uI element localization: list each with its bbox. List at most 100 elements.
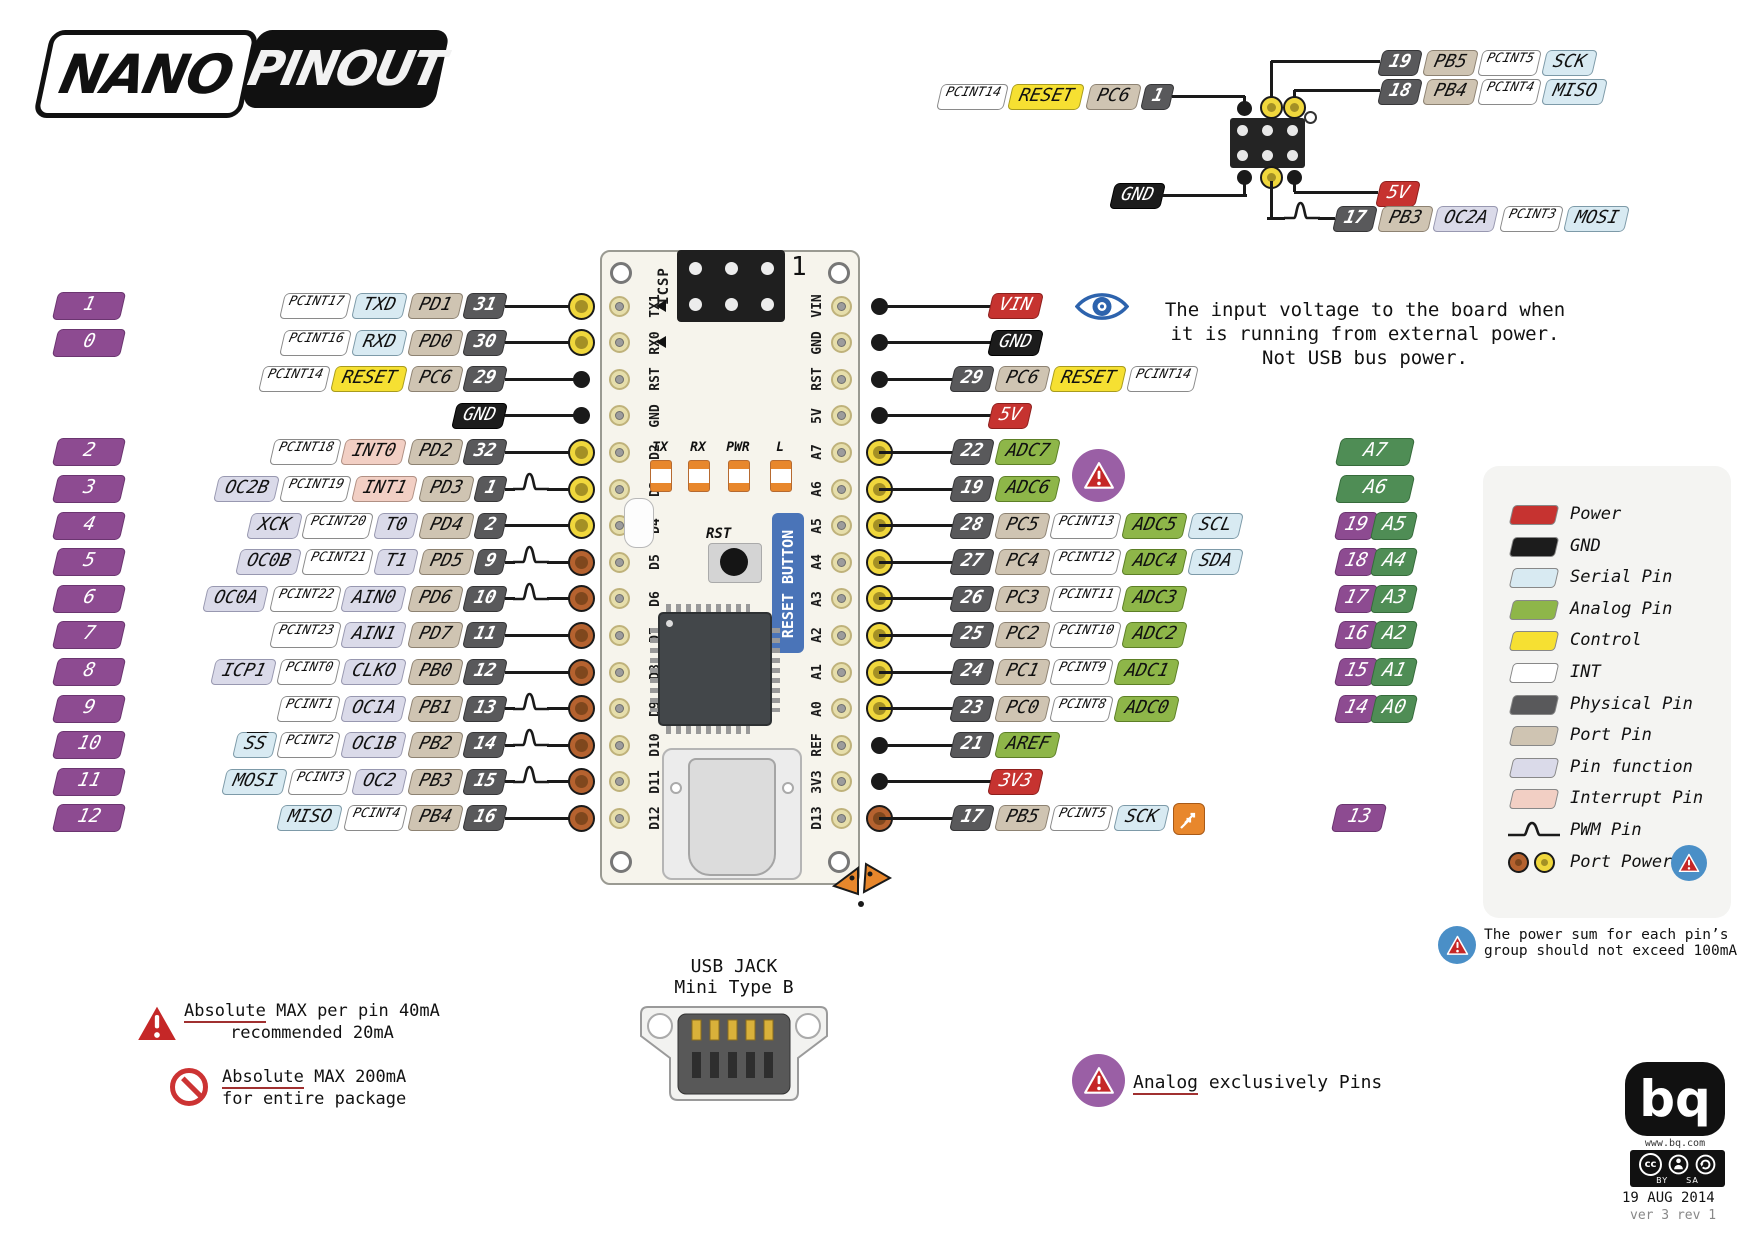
pin-label-aref: AREF — [993, 732, 1062, 759]
pin-label-13: 13 — [462, 695, 509, 722]
left-pin-row-5: OC2B PCINT19 INT1 PD3 1 — [213, 474, 509, 504]
wire — [505, 707, 515, 711]
wire — [505, 450, 583, 454]
pin-label-pc3: PC3 — [993, 585, 1051, 612]
board-pad-center — [836, 338, 846, 348]
usb-jack-tab — [782, 782, 794, 794]
board-pad — [830, 734, 852, 756]
left-pin-row-2: PCINT14 RESET PC6 29 — [257, 364, 509, 394]
pin-label-pb4: PB4 — [406, 805, 464, 832]
pin-label-vin: VIN — [986, 293, 1044, 319]
board-pad-center — [614, 557, 624, 567]
pin-label-17: 17 — [1331, 206, 1378, 232]
bq-url: www.bq.com — [1644, 1138, 1706, 1149]
chip-pins — [772, 628, 780, 712]
board-pad — [830, 515, 852, 537]
pin-label-mosi: MOSI — [1562, 206, 1630, 232]
board-pad — [608, 368, 630, 390]
board-icsp-pin — [760, 261, 774, 275]
board-pad — [830, 332, 852, 354]
wire — [505, 670, 583, 674]
right-pin-row-10: 24 PC1 PCINT9 ADC1 — [948, 657, 1181, 687]
arduino-pin-badge-11: 11 — [51, 767, 127, 796]
legend-port-power-warning-icon — [1671, 844, 1707, 881]
pin-label-adc2: ADC2 — [1120, 622, 1189, 649]
legend-swatch-ctrl — [1508, 631, 1560, 652]
pin-label-12: 12 — [462, 659, 509, 685]
analog-badge-A1: A1 — [1369, 658, 1419, 686]
led-label-TX: TX — [652, 440, 668, 455]
legend-swatch-intr — [1508, 789, 1560, 810]
led-indicator-icon — [1173, 803, 1205, 836]
max-current-warning-icon — [132, 1000, 182, 1049]
wire — [1269, 181, 1273, 218]
right-pin-row-1: GND — [986, 328, 1044, 358]
board-icsp-header — [677, 250, 785, 322]
arduino-pin-badge-9: 9 — [51, 694, 127, 723]
pin-label-pb1: PB1 — [406, 695, 464, 722]
pin-label-pd1: PD1 — [406, 293, 464, 319]
pin-label-pcint17: PCINT17 — [279, 293, 353, 319]
warn-40ma-note: Absolute MAX per pin 40mA recommended 20… — [184, 1001, 440, 1043]
pin-label-pb5: PB5 — [993, 805, 1051, 832]
pin-label-miso: MISO — [276, 805, 344, 832]
right-pin-row-9: 25 PC2 PCINT10 ADC2 — [948, 620, 1189, 650]
board-pad — [830, 441, 852, 463]
board-icsp-pin — [760, 297, 774, 311]
legend-swatch-analog — [1508, 599, 1560, 620]
solder-dot — [1236, 169, 1252, 185]
board-pad-center — [614, 594, 624, 604]
right-pin-row-14: 17 PB5 PCINT5 SCK — [948, 803, 1170, 833]
analog-badge-A3: A3 — [1369, 584, 1419, 613]
pin-label-adc4: ADC4 — [1120, 549, 1189, 576]
wire — [879, 707, 953, 711]
pin-label-pcint14: PCINT14 — [935, 84, 1009, 110]
pin-label-sda: SDA — [1187, 549, 1244, 576]
pin-label-reset: RESET — [329, 366, 408, 393]
wire — [1269, 61, 1273, 100]
board-pad-center — [614, 667, 624, 677]
pad-center — [1289, 102, 1299, 112]
wire — [547, 487, 583, 491]
board-pad-center — [614, 447, 624, 457]
wire — [1294, 190, 1378, 194]
pad-center — [574, 592, 588, 606]
wire — [505, 633, 583, 637]
board-pad-center — [614, 704, 624, 714]
board-icsp-pin — [724, 261, 738, 275]
icsp-header-pin — [1287, 150, 1298, 161]
wire — [1271, 59, 1380, 63]
pin-label-pb3: PB3 — [406, 768, 464, 795]
left-pin-row-9: PCINT23 AIN1 PD7 11 — [268, 620, 509, 650]
wire — [505, 487, 515, 491]
board-pad-center — [614, 301, 624, 311]
led-label-L: L — [776, 440, 784, 455]
pin-label-pcint4: PCINT4 — [342, 805, 408, 832]
board-pad — [830, 624, 852, 646]
icsp-row-18: 18 PB4 PCINT4 MISO — [1376, 77, 1609, 107]
usb-jack-label: USB JACK Mini Type B — [674, 956, 794, 998]
legend-label-power: Power — [1570, 504, 1622, 524]
wire — [879, 780, 991, 784]
port-power-pad — [567, 658, 595, 686]
pin-label-pc1: PC1 — [993, 659, 1051, 685]
wire — [547, 560, 583, 564]
legend-swatch-port — [1508, 726, 1560, 747]
legend-yellow-pad — [1534, 852, 1555, 874]
legend-swatch-func — [1508, 757, 1560, 778]
board-pad-center — [836, 594, 846, 604]
icsp-left-labels: PCINT14 RESET PC6 1 — [935, 82, 1176, 112]
board-pad — [608, 661, 630, 683]
mounting-hole — [828, 851, 850, 873]
pin-label-16: 16 — [462, 805, 509, 832]
wire — [879, 414, 991, 418]
wire — [879, 341, 991, 345]
arduino-pin-badge-1: 1 — [51, 292, 127, 320]
pin-label-clko: CLKO — [340, 659, 408, 685]
wire — [505, 414, 583, 418]
board-pad-center — [836, 411, 846, 421]
pin-label-23: 23 — [948, 695, 995, 722]
icsp-row-19: 19 PB5 PCINT5 SCK — [1376, 48, 1598, 78]
board-pad-center — [614, 374, 624, 384]
arduino-pin-badge-6: 6 — [51, 584, 127, 613]
